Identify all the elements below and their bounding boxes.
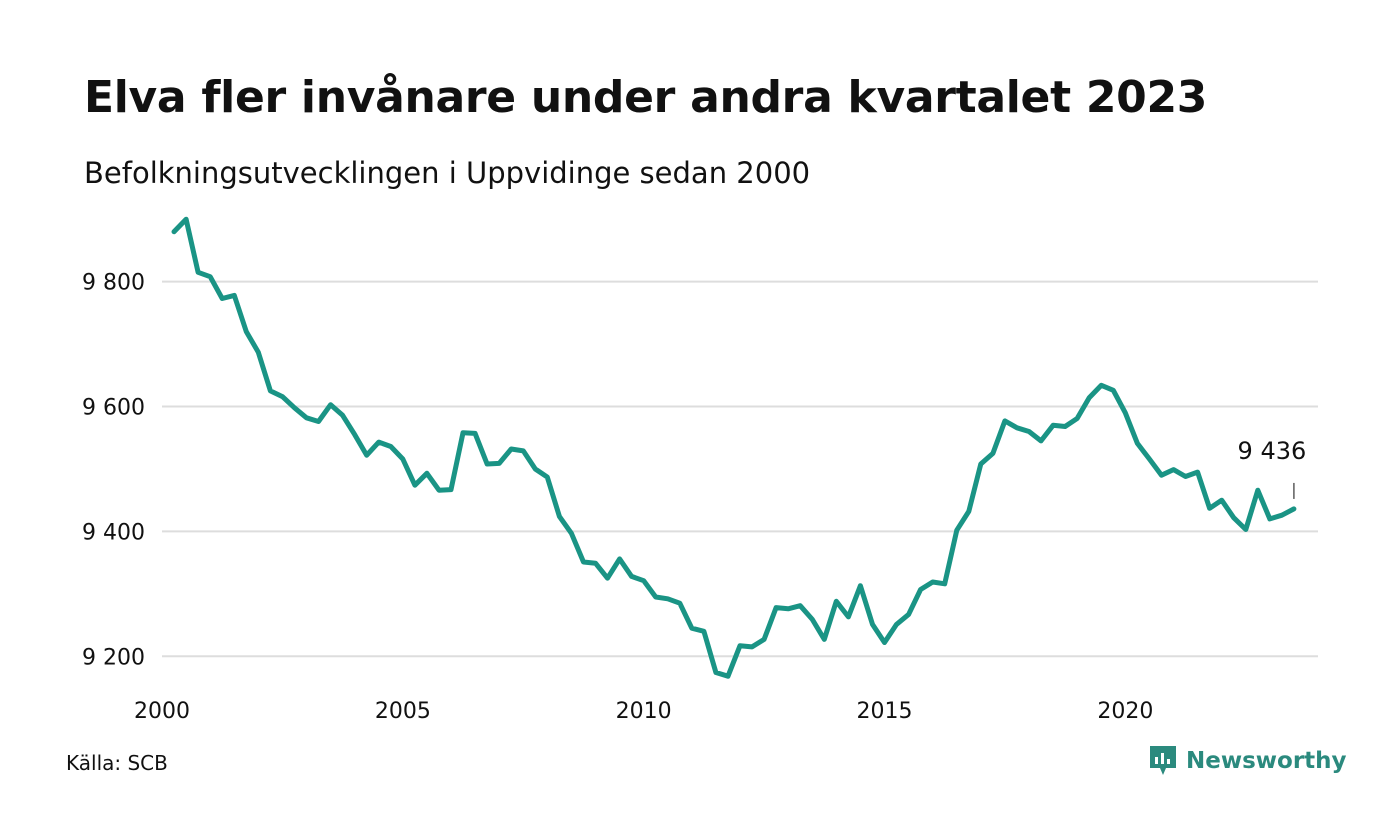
y-tick-label: 9 200 [82, 645, 145, 670]
y-tick-label: 9 600 [82, 396, 145, 421]
x-tick-label: 2005 [375, 699, 431, 724]
end-value-label: 9 436 [1238, 437, 1307, 465]
chart-title: Elva fler invånare under andra kvartalet… [84, 72, 1208, 123]
x-tick-label: 2000 [134, 699, 190, 724]
series-line-population [171, 216, 1297, 679]
y-tick-label: 9 400 [82, 520, 145, 545]
gridlines [162, 280, 1318, 658]
source-note: Källa: SCB [66, 751, 168, 775]
x-tick-label: 2010 [616, 699, 672, 724]
newsworthy-logo-icon [1150, 746, 1176, 775]
y-axis: 9 200 9 400 9 600 9 800 [82, 271, 145, 671]
brand-name: Newsworthy [1186, 748, 1347, 774]
x-tick-label: 2015 [857, 699, 913, 724]
y-tick-label: 9 800 [82, 271, 145, 296]
chart-subtitle: Befolkningsutvecklingen i Uppvidinge sed… [84, 156, 811, 190]
brand-logo: Newsworthy [1148, 744, 1347, 778]
x-tick-label: 2020 [1097, 699, 1153, 724]
x-axis: 2000 2005 2010 2015 2020 [134, 699, 1153, 724]
